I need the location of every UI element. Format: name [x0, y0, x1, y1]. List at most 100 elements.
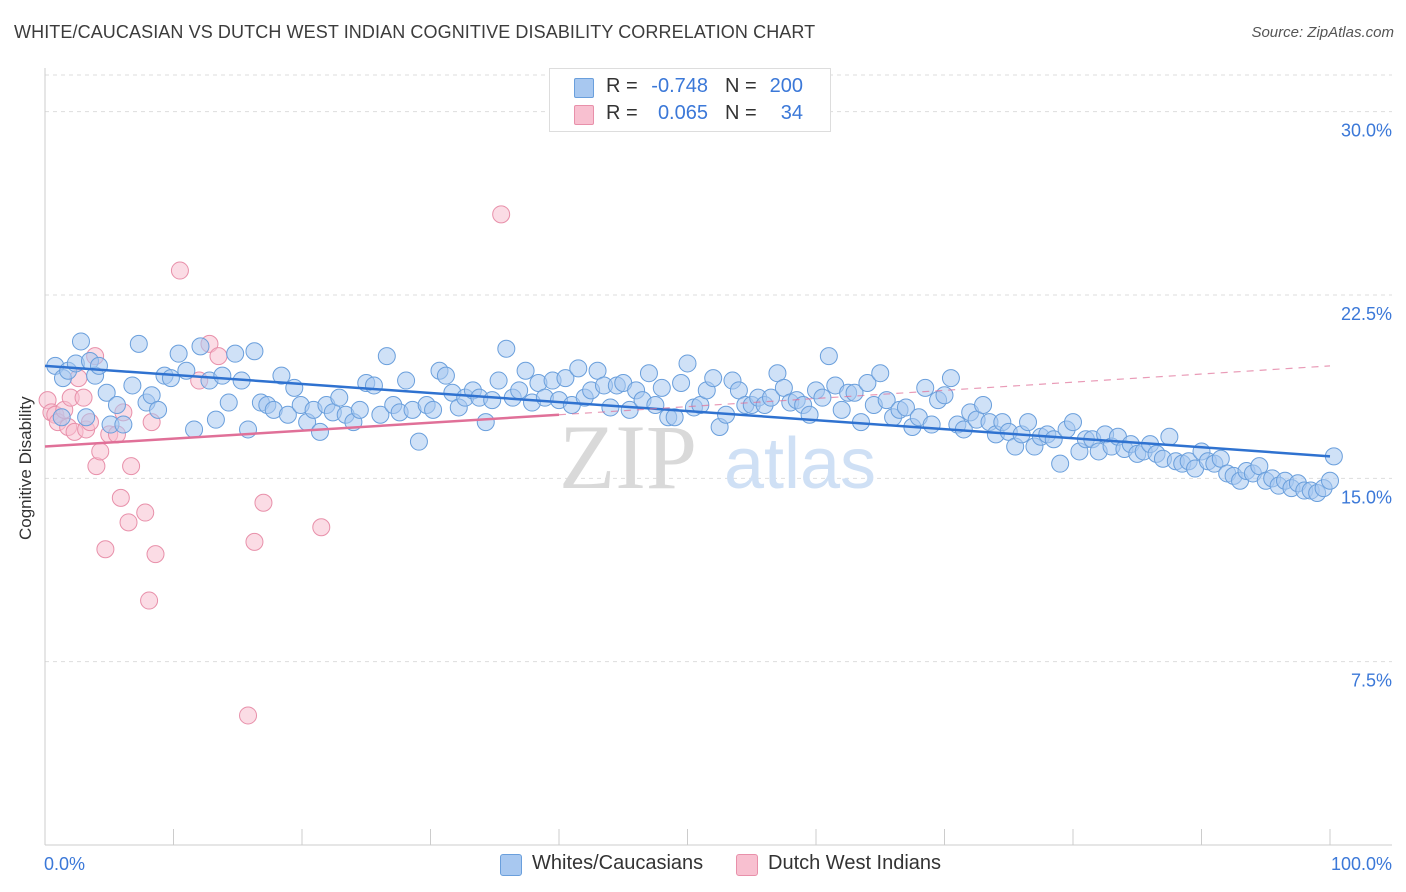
point-whites-caucasians: [226, 344, 245, 363]
point-whites-caucasians: [678, 354, 697, 373]
legend-label-whites: Whites/Caucasians: [532, 852, 704, 874]
point-whites-caucasians: [377, 347, 396, 366]
point-whites-caucasians: [436, 366, 455, 385]
point-whites-caucasians: [52, 408, 71, 427]
point-whites-caucasians: [185, 420, 204, 439]
watermark-atlas: atlas: [724, 424, 876, 504]
y-tick-label: 15.0%: [1341, 487, 1392, 507]
legend-swatch-dutch-icon: [736, 854, 758, 876]
grid-layer: [45, 74, 1392, 663]
point-whites-caucasians: [149, 400, 168, 419]
watermark: ZIP atlas: [559, 406, 876, 508]
point-whites-caucasians: [974, 396, 993, 414]
point-whites-caucasians: [129, 334, 148, 353]
y-tick-label: 22.5%: [1341, 304, 1392, 324]
point-whites-caucasians: [350, 400, 369, 419]
point-whites-caucasians: [371, 405, 390, 424]
point-whites-caucasians: [409, 432, 428, 451]
point-dutch-west-indians: [140, 591, 159, 610]
point-whites-caucasians: [206, 410, 225, 429]
point-whites-caucasians: [489, 371, 508, 390]
point-whites-caucasians: [114, 415, 133, 434]
point-dutch-west-indians: [254, 493, 273, 512]
series-dutch-west-indians: [38, 205, 511, 725]
trend-line-whites: [44, 364, 1331, 458]
n-label: N =: [725, 102, 757, 124]
point-whites-caucasians: [272, 366, 291, 385]
point-whites-caucasians: [601, 398, 620, 417]
point-whites-caucasians: [483, 391, 502, 410]
point-dutch-west-indians: [96, 540, 115, 559]
point-whites-caucasians: [916, 378, 935, 397]
point-whites-caucasians: [97, 383, 116, 402]
y-tick-label: 30.0%: [1341, 121, 1392, 141]
trend-lines: [44, 364, 1331, 458]
point-whites-caucasians: [123, 376, 142, 395]
point-dutch-west-indians: [136, 503, 155, 522]
point-whites-caucasians: [245, 342, 264, 361]
point-whites-caucasians: [1064, 413, 1082, 432]
point-whites-caucasians: [191, 337, 210, 356]
point-whites-caucasians: [639, 364, 658, 383]
point-whites-caucasians: [330, 388, 349, 407]
point-whites-caucasians: [704, 369, 723, 388]
point-dutch-west-indians: [170, 261, 189, 280]
point-whites-caucasians: [77, 408, 96, 427]
point-whites-caucasians: [278, 405, 297, 424]
point-whites-caucasians: [1160, 427, 1179, 446]
point-dutch-west-indians: [111, 488, 130, 507]
point-dutch-west-indians: [245, 532, 264, 551]
point-whites-caucasians: [569, 359, 588, 378]
point-whites-caucasians: [877, 391, 896, 410]
n-value: 200: [769, 75, 803, 97]
point-whites-caucasians: [832, 400, 851, 419]
point-whites-caucasians: [497, 339, 516, 358]
point-dutch-west-indians: [312, 518, 331, 537]
point-dutch-west-indians: [209, 347, 228, 366]
point-whites-caucasians: [1019, 413, 1038, 432]
point-whites-caucasians: [1321, 471, 1339, 490]
point-whites-caucasians: [845, 383, 864, 402]
y-tick-label: 7.5%: [1351, 671, 1392, 691]
point-dutch-west-indians: [119, 513, 138, 532]
point-whites-caucasians: [516, 361, 535, 380]
trend-line-dutch: [44, 413, 560, 448]
series-whites-caucasians: [46, 332, 1343, 502]
stats-row-dutch-west-indians: R = 0.065 N = 34: [550, 102, 830, 128]
n-label: N =: [725, 75, 757, 97]
point-whites-caucasians: [71, 332, 90, 351]
x-tick-label-start: 0.0%: [44, 854, 85, 874]
legend-swatch-whites-icon: [500, 854, 522, 876]
point-dutch-west-indians: [239, 706, 258, 725]
point-whites-caucasians: [819, 347, 838, 366]
legend-label-dutch: Dutch West Indians: [768, 852, 942, 874]
point-dutch-west-indians: [492, 205, 511, 224]
stats-legend: R = -0.748 N = 200 R = 0.065 N = 34: [549, 68, 831, 132]
point-whites-caucasians: [397, 371, 416, 390]
point-whites-caucasians: [219, 393, 238, 412]
series-legend: Whites/Caucasians Dutch West Indians: [0, 852, 1406, 878]
point-whites-caucasians: [169, 344, 188, 363]
point-whites-caucasians: [871, 364, 890, 383]
point-whites-caucasians: [922, 415, 941, 434]
r-label: R =: [606, 102, 638, 124]
stats-row-whites: R = -0.748 N = 200: [550, 75, 830, 101]
swatch-dutch-icon: [574, 105, 594, 125]
tick-labels: 7.5% 15.0% 22.5% 30.0% 0.0% 100.0%: [44, 121, 1392, 874]
point-whites-caucasians: [896, 398, 915, 417]
point-whites-caucasians: [556, 369, 575, 388]
trend-line-dutch-extension: [558, 365, 1331, 416]
point-whites-caucasians: [161, 369, 180, 388]
point-whites-caucasians: [476, 413, 495, 432]
swatch-whites-icon: [574, 78, 594, 98]
y-axis-label: Cognitive Disability: [16, 396, 35, 540]
point-whites-caucasians: [646, 396, 665, 414]
point-whites-caucasians: [1051, 454, 1070, 473]
r-label: R =: [606, 75, 638, 97]
r-value: 0.065: [657, 102, 708, 124]
point-whites-caucasians: [213, 366, 232, 385]
point-whites-caucasians: [107, 396, 126, 414]
point-dutch-west-indians: [91, 442, 110, 461]
point-whites-caucasians: [89, 356, 108, 375]
